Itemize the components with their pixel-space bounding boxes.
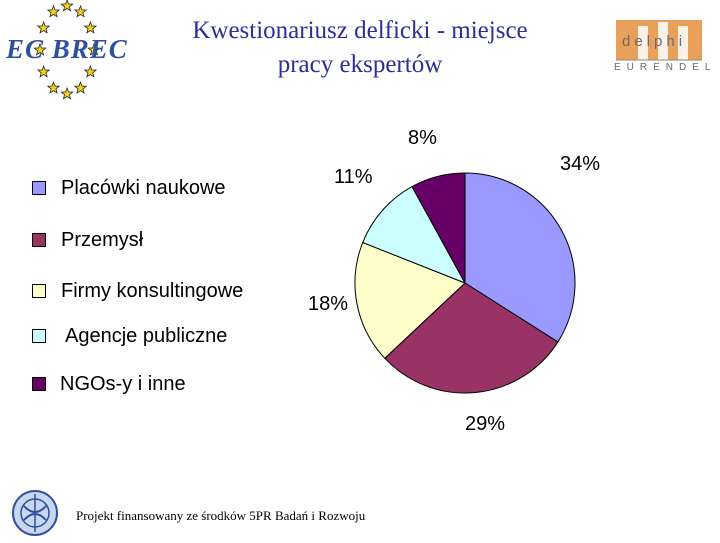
pie-slice-placowki [464,172,576,343]
eu-star-icon [46,80,61,94]
pie-data-label: 11% [334,166,373,188]
ecbrec-logo-text: EC BREC [6,34,128,64]
legend-item-przemysl: Przemysł [32,228,143,252]
legend-swatch [32,284,46,298]
legend-swatch [32,329,46,343]
pie-data-label: 8% [408,127,437,149]
legend-item-placowki: Placówki naukowe [32,176,226,200]
pie-slice-przemysl [384,282,559,394]
slide-title-line-1: Kwestionariusz delficki - miejsce [192,17,528,44]
delphi-logo-graphic-icon [616,20,702,61]
globe-emblem-icon [12,490,58,536]
eu-star-icon [87,42,101,56]
slide-title: Kwestionariusz delficki - miejsce pracy … [150,14,570,82]
legend-label: Agencje publiczne [65,324,228,347]
eu-stars-icon [33,0,101,100]
legend-label: Firmy konsultingowe [61,279,244,302]
legend-swatch [32,233,46,247]
pie-data-label: 34% [560,153,600,175]
pie-data-label: 29% [465,413,505,435]
legend-swatch [32,377,46,391]
legend-label: Placówki naukowe [61,176,226,199]
eu-star-icon [83,20,98,34]
footer-text: Projekt finansowany ze środków 5PR Badań… [76,508,366,523]
eu-star-icon [60,0,74,12]
delphi-logo-text: delphi [622,33,687,50]
legend-item-firmy: Firmy konsultingowe [32,279,243,303]
legend-item-ngos: NGOs-y i inne [32,372,186,396]
eu-star-icon [46,4,61,18]
pie-slice-firmy [354,241,466,360]
eu-star-icon [73,4,88,18]
eu-star-icon [33,42,47,56]
delphi-eurendel-logo: delphi EURENDEL [612,12,710,78]
legend-label: NGOs-y i inne [60,372,186,395]
legend-swatch [32,181,46,195]
eu-star-icon [73,80,88,94]
pie-slice-ngos [411,172,466,284]
legend-label: Przemysł [61,228,144,251]
eu-star-icon [83,64,98,78]
eu-star-icon [60,86,74,100]
slide-title-line-2: pracy ekspertów [277,51,443,78]
eu-star-icon [36,20,51,34]
eurendel-logo-text: EURENDEL [614,62,717,73]
footer-emblem [10,488,60,538]
pie-slice-agencje [362,185,467,284]
pie-data-label: 18% [308,293,348,315]
legend-item-agencje: Agencje publiczne [32,324,227,348]
eu-star-icon [36,64,51,78]
chart-legend: Placówki naukowe Przemysł Firmy konsulti… [32,176,302,406]
ecbrec-logo: EC BREC [0,0,140,104]
